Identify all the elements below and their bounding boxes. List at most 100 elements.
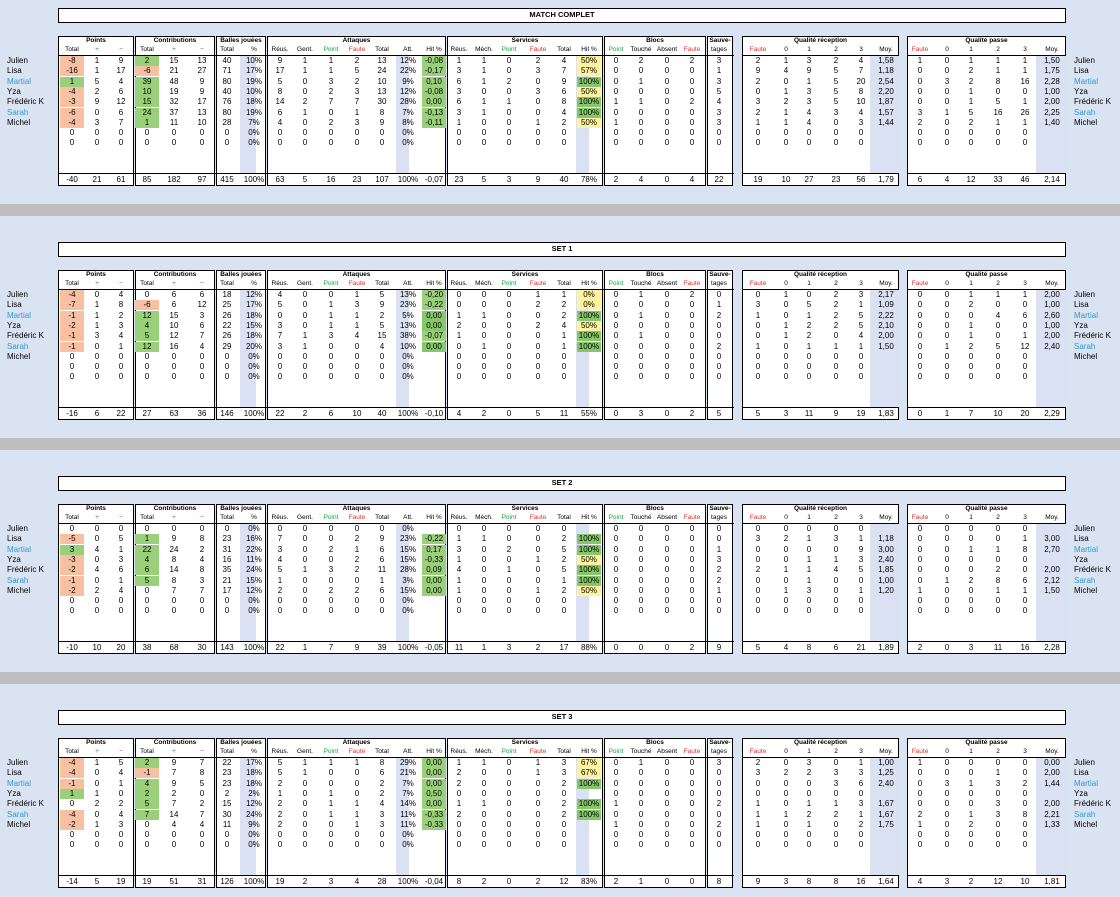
reception-cell: 1,57 <box>878 107 894 117</box>
pass-cell: 1 <box>995 768 1001 778</box>
stat-cell: 0 <box>328 138 334 148</box>
column-header: 0 <box>945 514 949 521</box>
reception-cell: 0 <box>806 788 812 798</box>
stat-cell <box>577 596 601 606</box>
column-header: Faute <box>529 748 547 755</box>
reception-cell: 1 <box>858 341 864 351</box>
reception-cell: 0 <box>833 758 839 767</box>
stat-cell: 3 <box>535 66 541 76</box>
column-header: − <box>200 748 204 755</box>
column-group-header: Attaques <box>342 271 371 278</box>
stat-cell: 0 <box>94 554 100 564</box>
reception-total-cell: 27 <box>804 175 814 184</box>
stat-cell: 0 <box>664 300 670 310</box>
pass-cell: 2,60 <box>1044 310 1060 320</box>
stat-cell: 50% <box>577 117 601 128</box>
total-cell: 2 <box>302 409 308 418</box>
column-group-header: Contributions <box>153 37 197 44</box>
pass-cell: 2 <box>917 117 923 127</box>
stat-cell: 1 <box>481 758 487 767</box>
pass-cell: 0 <box>944 809 950 819</box>
stat-cell: 28 <box>222 117 232 127</box>
stat-cell: 13 <box>377 86 387 96</box>
column-header: Total <box>220 280 234 287</box>
total-cell: 22 <box>116 409 126 418</box>
stat-cell: 0 <box>118 606 124 616</box>
stat-cell: 12% <box>245 799 262 809</box>
pass-cell: 12 <box>1020 341 1030 351</box>
reception-total-cell: 3 <box>783 877 789 886</box>
stat-cell: 0 <box>118 830 124 840</box>
stat-cell: 1 <box>535 758 541 767</box>
pass-cell: 1 <box>1022 97 1028 107</box>
reception-cell: 0 <box>755 830 761 840</box>
stat-cell: 17 <box>197 97 207 107</box>
pass-cell: 0 <box>944 128 950 138</box>
stat-cell: 0 <box>664 117 670 127</box>
reception-cell: 4 <box>858 331 864 341</box>
stat-cell: 0 <box>506 290 512 299</box>
stat-cell: 0 <box>506 819 512 829</box>
stat-cell: 2 <box>224 788 230 798</box>
column-header: Faute <box>529 46 547 53</box>
reception-cell: 1 <box>833 554 839 564</box>
pass-cell: 0 <box>944 758 950 767</box>
reception-cell: 0 <box>858 362 864 372</box>
reception-total-cell: 9 <box>755 877 761 886</box>
pass-cell: 0 <box>944 331 950 341</box>
header-rule <box>58 523 734 524</box>
reception-cell: 1,18 <box>878 534 894 544</box>
stat-cell: 6 <box>379 585 385 595</box>
total-cell: 100% <box>243 409 265 418</box>
stat-cell: 0 <box>481 585 487 595</box>
stat-cell: 0 <box>638 799 644 809</box>
reception-cell: 0 <box>755 778 761 788</box>
stat-cell: 0 <box>506 799 512 809</box>
stat-cell: 0 <box>664 97 670 107</box>
reception-cell: 5 <box>858 310 864 320</box>
stat-cell: 0 <box>716 524 722 533</box>
stat-cell: 0 <box>535 138 541 148</box>
reception-cell: 5 <box>833 66 839 76</box>
pass-cell: 0 <box>1022 524 1028 533</box>
column-group-box <box>604 738 706 888</box>
stat-cell: 0 <box>638 138 644 148</box>
stat-cell: 2 <box>118 799 124 809</box>
stat-cell: 0 <box>664 341 670 351</box>
pass-cell: 0 <box>968 606 974 616</box>
stat-cell <box>422 606 446 616</box>
stat-cell: 0 <box>664 799 670 809</box>
column-header: Gent. <box>297 514 313 521</box>
stat-cell: 6 <box>118 565 124 575</box>
stat-cell: 15% <box>245 575 262 585</box>
reception-cell: 1 <box>806 565 812 575</box>
stat-cell: 0 <box>328 107 334 117</box>
reception-cell: 1 <box>783 809 789 819</box>
total-cell: 1 <box>302 643 308 652</box>
stat-cell: 7 <box>199 809 205 819</box>
shaded-column <box>1036 55 1066 173</box>
stat-cell: 0 <box>506 310 512 320</box>
stat-cell: 0 <box>689 768 695 778</box>
stat-cell: 0 <box>689 554 695 564</box>
pass-cell: 1,75 <box>1044 66 1060 76</box>
stat-cell: 1 <box>638 290 644 299</box>
stat-cell: 1 <box>94 758 100 767</box>
stat-cell: 1 <box>118 341 124 351</box>
stat-cell: 0 <box>94 534 100 544</box>
column-header: Att. <box>403 46 413 53</box>
pass-cell <box>1040 606 1064 616</box>
stat-cell: 7 <box>135 809 159 820</box>
stat-cell: 0 <box>664 128 670 138</box>
total-cell: 85 <box>142 175 152 184</box>
column-header: Touché <box>630 280 652 287</box>
stat-cell: 14 <box>275 97 285 107</box>
pass-cell: 0 <box>968 799 974 809</box>
pass-cell: 0 <box>917 66 923 76</box>
pass-cell: 0 <box>995 320 1001 330</box>
column-header: 1 <box>969 280 973 287</box>
stat-cell: 0 <box>224 351 230 361</box>
stat-cell: 0 <box>613 554 619 564</box>
pass-total-cell: 3 <box>944 877 950 886</box>
stat-cell: 0 <box>144 596 150 606</box>
